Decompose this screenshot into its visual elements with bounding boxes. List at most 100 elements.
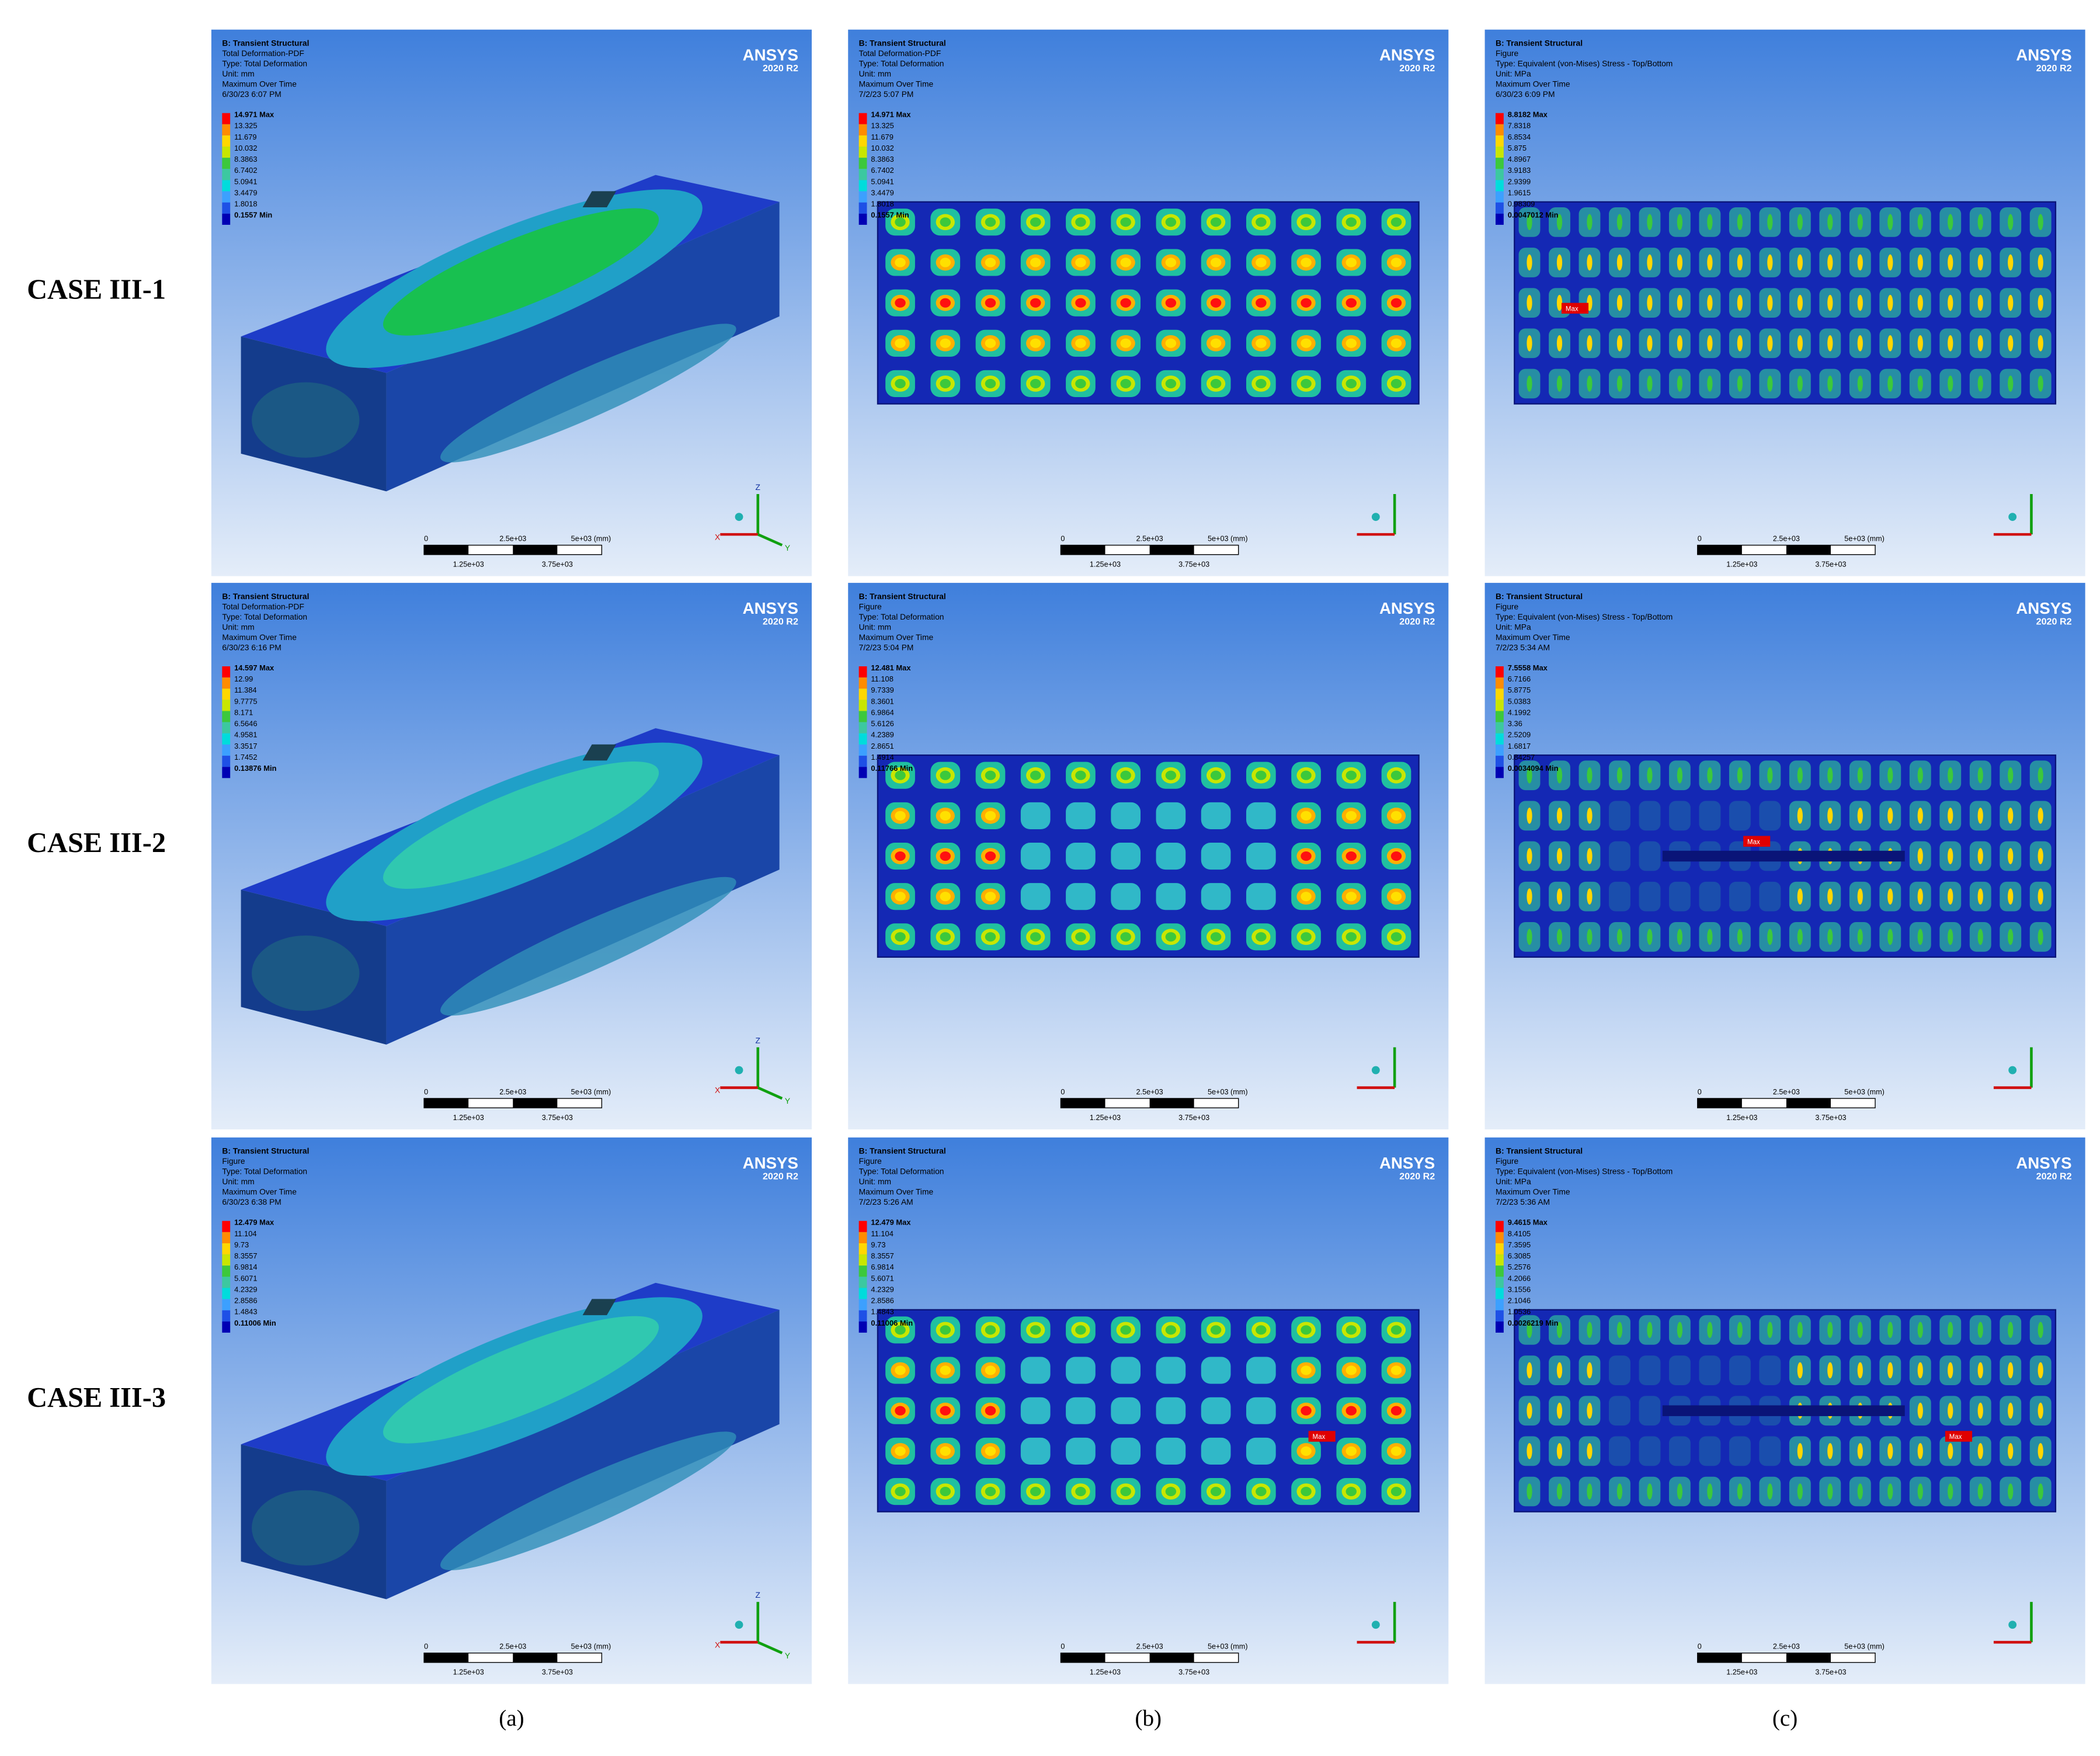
cell-core xyxy=(985,298,996,308)
legend-label: 1.6817 xyxy=(1508,742,1531,750)
cell-core xyxy=(1587,375,1593,392)
cell xyxy=(1668,1436,1691,1466)
cell-core xyxy=(1527,1443,1532,1459)
legend-swatch xyxy=(858,1299,867,1310)
cell-core xyxy=(1827,888,1833,905)
triad-ball xyxy=(1371,1066,1380,1075)
cell-core xyxy=(1647,767,1653,784)
cell-core xyxy=(1857,808,1863,824)
logo-version: 2020 R2 xyxy=(2036,1171,2072,1181)
header-line: Figure xyxy=(859,1156,882,1166)
header-line: Maximum Over Time xyxy=(859,1187,934,1197)
legend-swatch xyxy=(858,158,867,169)
scale-label: 3.75e+03 xyxy=(542,1668,573,1677)
scale-label: 0 xyxy=(424,1088,428,1096)
scale-label: 5e+03 (mm) xyxy=(1844,1088,1885,1096)
cell xyxy=(1201,1397,1231,1424)
logo: ANSYS xyxy=(743,1154,798,1172)
logo-version: 2020 R2 xyxy=(1399,63,1435,74)
cell-core xyxy=(1120,338,1131,348)
cell-core xyxy=(1527,808,1532,824)
legend-label: 6.7402 xyxy=(871,166,893,175)
cell-core xyxy=(1797,254,1803,271)
cell-core xyxy=(1827,375,1833,392)
legend-label: 10.032 xyxy=(234,144,257,152)
legend-swatch xyxy=(858,191,867,203)
max-flag xyxy=(1561,302,1589,314)
cell xyxy=(1111,883,1141,910)
header-line: Maximum Over Time xyxy=(222,632,297,642)
cell-core xyxy=(1797,929,1803,945)
cell-core xyxy=(2008,1402,2014,1419)
legend-label: 12.99 xyxy=(234,674,253,683)
cell-core xyxy=(1210,378,1222,389)
triad-ball xyxy=(735,513,743,521)
max-marker: Max xyxy=(1743,836,1771,847)
cell-core xyxy=(1345,1325,1357,1335)
legend-label: 0.11006 Min xyxy=(234,1319,276,1327)
cell-core xyxy=(1677,254,1683,271)
scale-label: 5e+03 (mm) xyxy=(1208,535,1248,543)
cell-core xyxy=(1390,217,1402,227)
legend-label: 8.3601 xyxy=(871,697,893,705)
cell xyxy=(1668,881,1691,912)
legend-swatch xyxy=(222,1277,231,1288)
triad-ball xyxy=(1371,1621,1380,1629)
scale-label: 1.25e+03 xyxy=(453,1114,484,1122)
cell-core xyxy=(1616,1322,1623,1338)
header-line: Type: Total Deformation xyxy=(222,612,307,621)
scale-label: 2.5e+03 xyxy=(1773,535,1800,543)
cell-core xyxy=(1977,1362,1983,1379)
legend-label: 3.1556 xyxy=(1508,1285,1531,1293)
cell-core xyxy=(1887,254,1893,271)
cell-core xyxy=(985,892,996,902)
cell-core xyxy=(1556,375,1563,392)
plate xyxy=(877,201,1420,405)
cell-core xyxy=(1977,767,1983,784)
scale-label: 3.75e+03 xyxy=(1178,1668,1209,1677)
cell-core xyxy=(940,1365,951,1375)
scale-label: 0 xyxy=(424,1643,428,1651)
cell-core xyxy=(940,217,951,227)
scale-label: 0 xyxy=(1698,1088,1702,1096)
cell-core xyxy=(1977,888,1983,905)
legend-swatch xyxy=(858,135,867,147)
logo: ANSYS xyxy=(1379,46,1435,64)
cell-core xyxy=(1917,929,1923,945)
cell-core xyxy=(940,378,951,389)
cell-core xyxy=(1948,375,1953,392)
scale-label: 0 xyxy=(424,535,428,543)
header-line: B: Transient Structural xyxy=(222,592,309,601)
legend-label: 0.11006 Min xyxy=(871,1319,913,1327)
legend-swatch xyxy=(1495,213,1504,225)
legend-label: 11.384 xyxy=(234,686,256,694)
legend-swatch xyxy=(1495,1232,1504,1243)
cell-core xyxy=(1917,1362,1923,1379)
legend-swatch xyxy=(1495,135,1504,147)
row-label: CASE III-1 xyxy=(27,274,166,305)
cell-core xyxy=(1797,808,1803,824)
cell-core xyxy=(1977,335,1983,352)
cell-core xyxy=(1977,254,1983,271)
cell-core xyxy=(1707,214,1713,231)
scale-label: 0 xyxy=(1061,1088,1065,1096)
cell-core xyxy=(1707,254,1713,271)
legend-swatch xyxy=(858,1321,867,1333)
cell-core xyxy=(1887,1362,1893,1379)
scale-label: 2.5e+03 xyxy=(1773,1643,1800,1651)
cell-core xyxy=(1737,254,1743,271)
legend-label: 3.3517 xyxy=(234,742,257,750)
cell-core xyxy=(1857,1322,1863,1338)
legend-label: 6.9864 xyxy=(871,708,893,717)
cell xyxy=(1699,801,1721,831)
cell xyxy=(1668,1355,1691,1385)
cell-core xyxy=(1647,929,1653,945)
cell-core xyxy=(1301,1365,1312,1375)
legend-label: 14.597 Max xyxy=(234,663,274,672)
cell-core xyxy=(1797,335,1803,352)
load-pad xyxy=(582,191,617,207)
